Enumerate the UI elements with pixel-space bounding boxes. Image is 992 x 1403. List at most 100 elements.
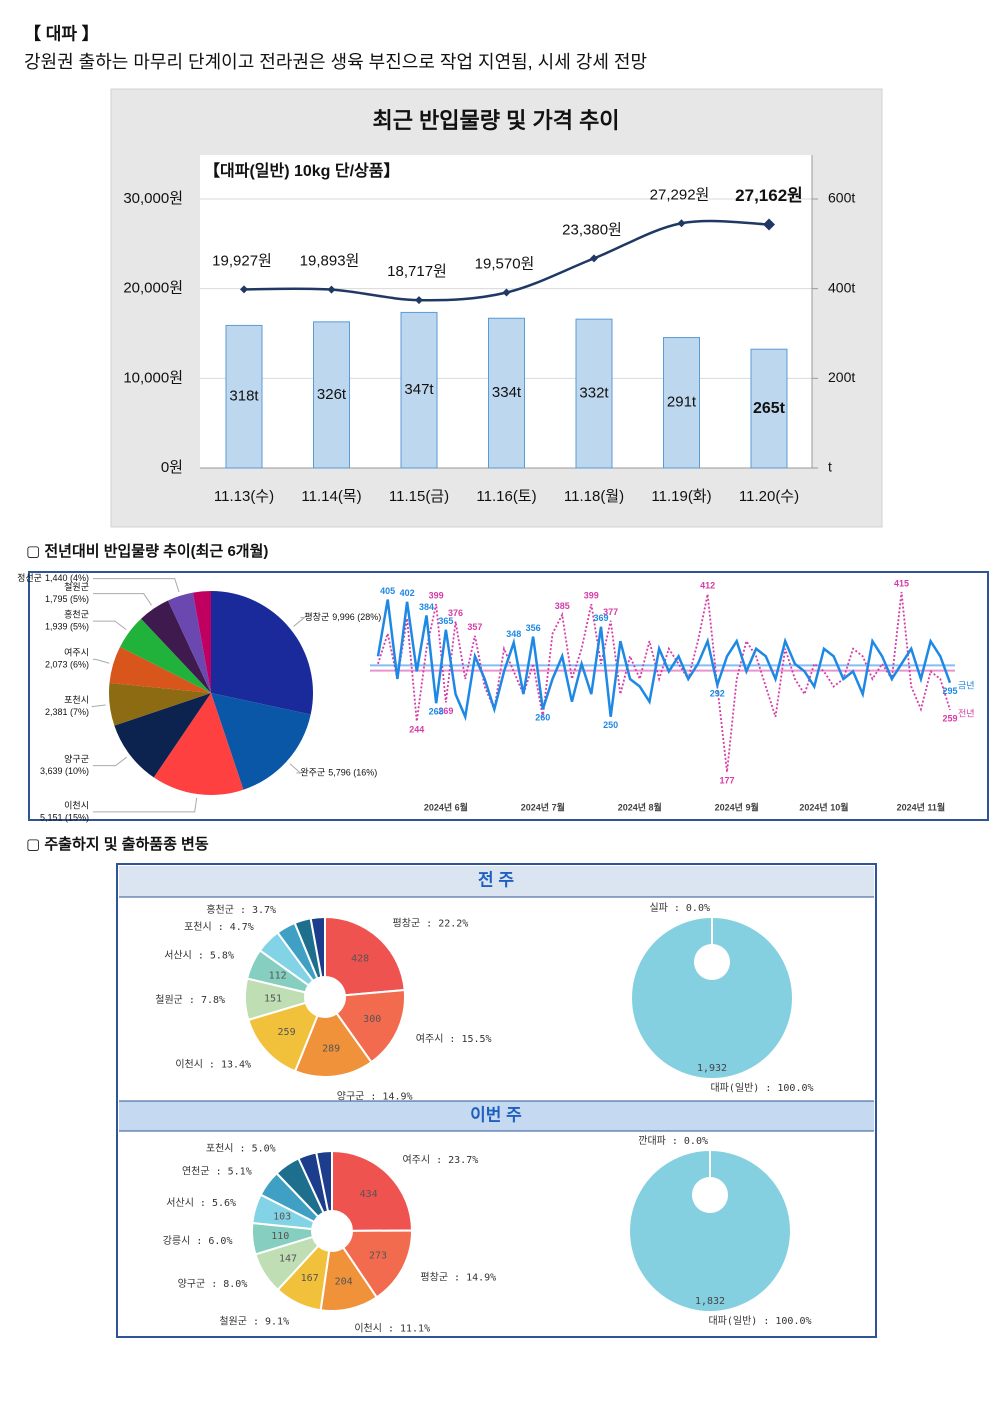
price-marker: [677, 219, 686, 228]
point-label: 405: [380, 586, 395, 596]
slice-value: 434: [360, 1189, 378, 1200]
bar: [575, 318, 613, 469]
x-tick-label: 11.18(월): [564, 488, 624, 505]
leader-line: [91, 704, 106, 708]
x-tick-label: 11.15(금): [389, 488, 449, 505]
price-label: 27,292원: [650, 186, 710, 203]
point-label: 402: [400, 588, 415, 598]
price-marker: [763, 218, 775, 231]
panel-title: 전 주: [478, 870, 514, 889]
slice-value: 300: [363, 1014, 381, 1025]
slice-label: 이천시 : 13.4%: [175, 1058, 251, 1070]
y-tick-label: 20,000원: [123, 280, 183, 297]
pie-slice: [109, 682, 211, 726]
x-tick-label: 2024년 8월: [618, 801, 662, 812]
point-label: 369: [593, 613, 608, 623]
pie-slice: [153, 693, 244, 795]
leader-line: [93, 756, 127, 767]
y-tick-label: 30,000원: [123, 190, 183, 207]
donut-slice: [309, 915, 326, 979]
leader-line: [93, 578, 180, 593]
pie-slice: [141, 600, 211, 693]
point-label: 292: [710, 688, 725, 698]
pie-value-label: 9,996 (28%): [332, 612, 381, 622]
slice-value: 151: [264, 993, 282, 1004]
slice-value: 204: [335, 1277, 353, 1288]
pie-value-label: 2,073 (6%): [45, 660, 89, 670]
slice-label: 포천시 : 5.0%: [206, 1142, 276, 1154]
point-label: 376: [448, 608, 463, 618]
point-label: 399: [584, 590, 599, 600]
donut-slice: [341, 1229, 413, 1299]
section-heading: ▢ 전년대비 반입물량 추이(최근 6개월): [26, 542, 268, 560]
slice-value: 1,932: [697, 1063, 727, 1074]
point-label: 260: [535, 713, 550, 723]
slice-label: 여주시 : 23.7%: [402, 1154, 478, 1166]
y-tick-label: 10,000원: [123, 369, 183, 386]
point-label: 295: [942, 686, 957, 696]
slice-label: 이천시 : 11.1%: [354, 1322, 430, 1334]
leader-line: [93, 658, 110, 664]
point-label: 377: [603, 607, 618, 617]
bar-label: 318t: [229, 388, 259, 405]
price-label: 23,380원: [562, 221, 622, 238]
pie-value-label: 1,440 (4%): [45, 573, 89, 583]
pie-slice: [192, 591, 211, 693]
section-heading: ▢ 주출하지 및 출하품종 변동: [26, 835, 209, 853]
panel-header: [119, 1101, 874, 1131]
series-line: [376, 599, 952, 722]
point-label: 365: [438, 616, 453, 626]
chart-subtitle: 【대파(일반) 10kg 단/상품】: [204, 162, 400, 180]
slice-value: 147: [279, 1254, 297, 1265]
point-label: 250: [603, 720, 618, 730]
point-label: 259: [942, 713, 957, 723]
pie-value-label: 5,151 (15%): [40, 812, 89, 822]
chart-title: 최근 반입물량 및 가격 추이: [372, 108, 619, 133]
donut-slice: [293, 1011, 373, 1078]
slice-label: 강릉시 : 6.0%: [163, 1235, 233, 1247]
y2-tick-label: 600t: [828, 190, 855, 206]
slice-label: 서산시 : 5.6%: [166, 1197, 236, 1209]
point-label: 384: [419, 602, 434, 612]
bar-label: 347t: [404, 381, 434, 398]
price-marker: [590, 254, 598, 263]
donut-slice: [324, 915, 406, 997]
x-tick-label: 11.19(화): [651, 488, 711, 505]
x-tick-label: 11.20(수): [739, 488, 799, 505]
bar-label: 291t: [667, 394, 697, 411]
point-label: 412: [700, 581, 715, 591]
point-label: 244: [409, 725, 424, 735]
pie-value-label: 3,639 (10%): [40, 766, 89, 776]
panel-header: [119, 866, 874, 897]
pie-label: 양구군: [64, 754, 89, 764]
leader-line: [289, 763, 302, 774]
slice-label: 평창군 : 14.9%: [420, 1272, 496, 1284]
slice-value: 273: [369, 1250, 387, 1261]
y2-tick-label: 200t: [828, 369, 855, 385]
slice-label: 깐대파 : 0.0%: [638, 1135, 708, 1147]
point-label: 415: [894, 578, 909, 588]
pie-label: 여주시: [64, 647, 89, 658]
legend-label: 전년: [958, 708, 975, 718]
leader-line: [293, 617, 306, 627]
leader-line: [93, 797, 198, 813]
pie-label: 완주군: [300, 767, 325, 777]
slice-value: 289: [322, 1044, 340, 1055]
slice-value: 1,832: [695, 1296, 725, 1307]
pie-label: 이천시: [64, 800, 89, 810]
panel-title: 이번 주: [470, 1105, 522, 1124]
bar-label: 326t: [317, 386, 347, 403]
price-label: 19,570원: [475, 255, 535, 272]
pie-value-label: 2,381 (7%): [45, 707, 89, 717]
slice-value: 110: [271, 1231, 289, 1242]
bar: [488, 317, 525, 469]
point-label: 356: [526, 623, 541, 633]
donut-slice: [247, 1001, 319, 1073]
x-tick-label: 2024년 9월: [715, 801, 759, 812]
pie-slice: [211, 693, 311, 790]
leader-line: [93, 620, 127, 630]
price-marker: [240, 285, 248, 294]
slice-label: 여주시 : 15.5%: [416, 1033, 492, 1045]
bar: [750, 348, 788, 469]
